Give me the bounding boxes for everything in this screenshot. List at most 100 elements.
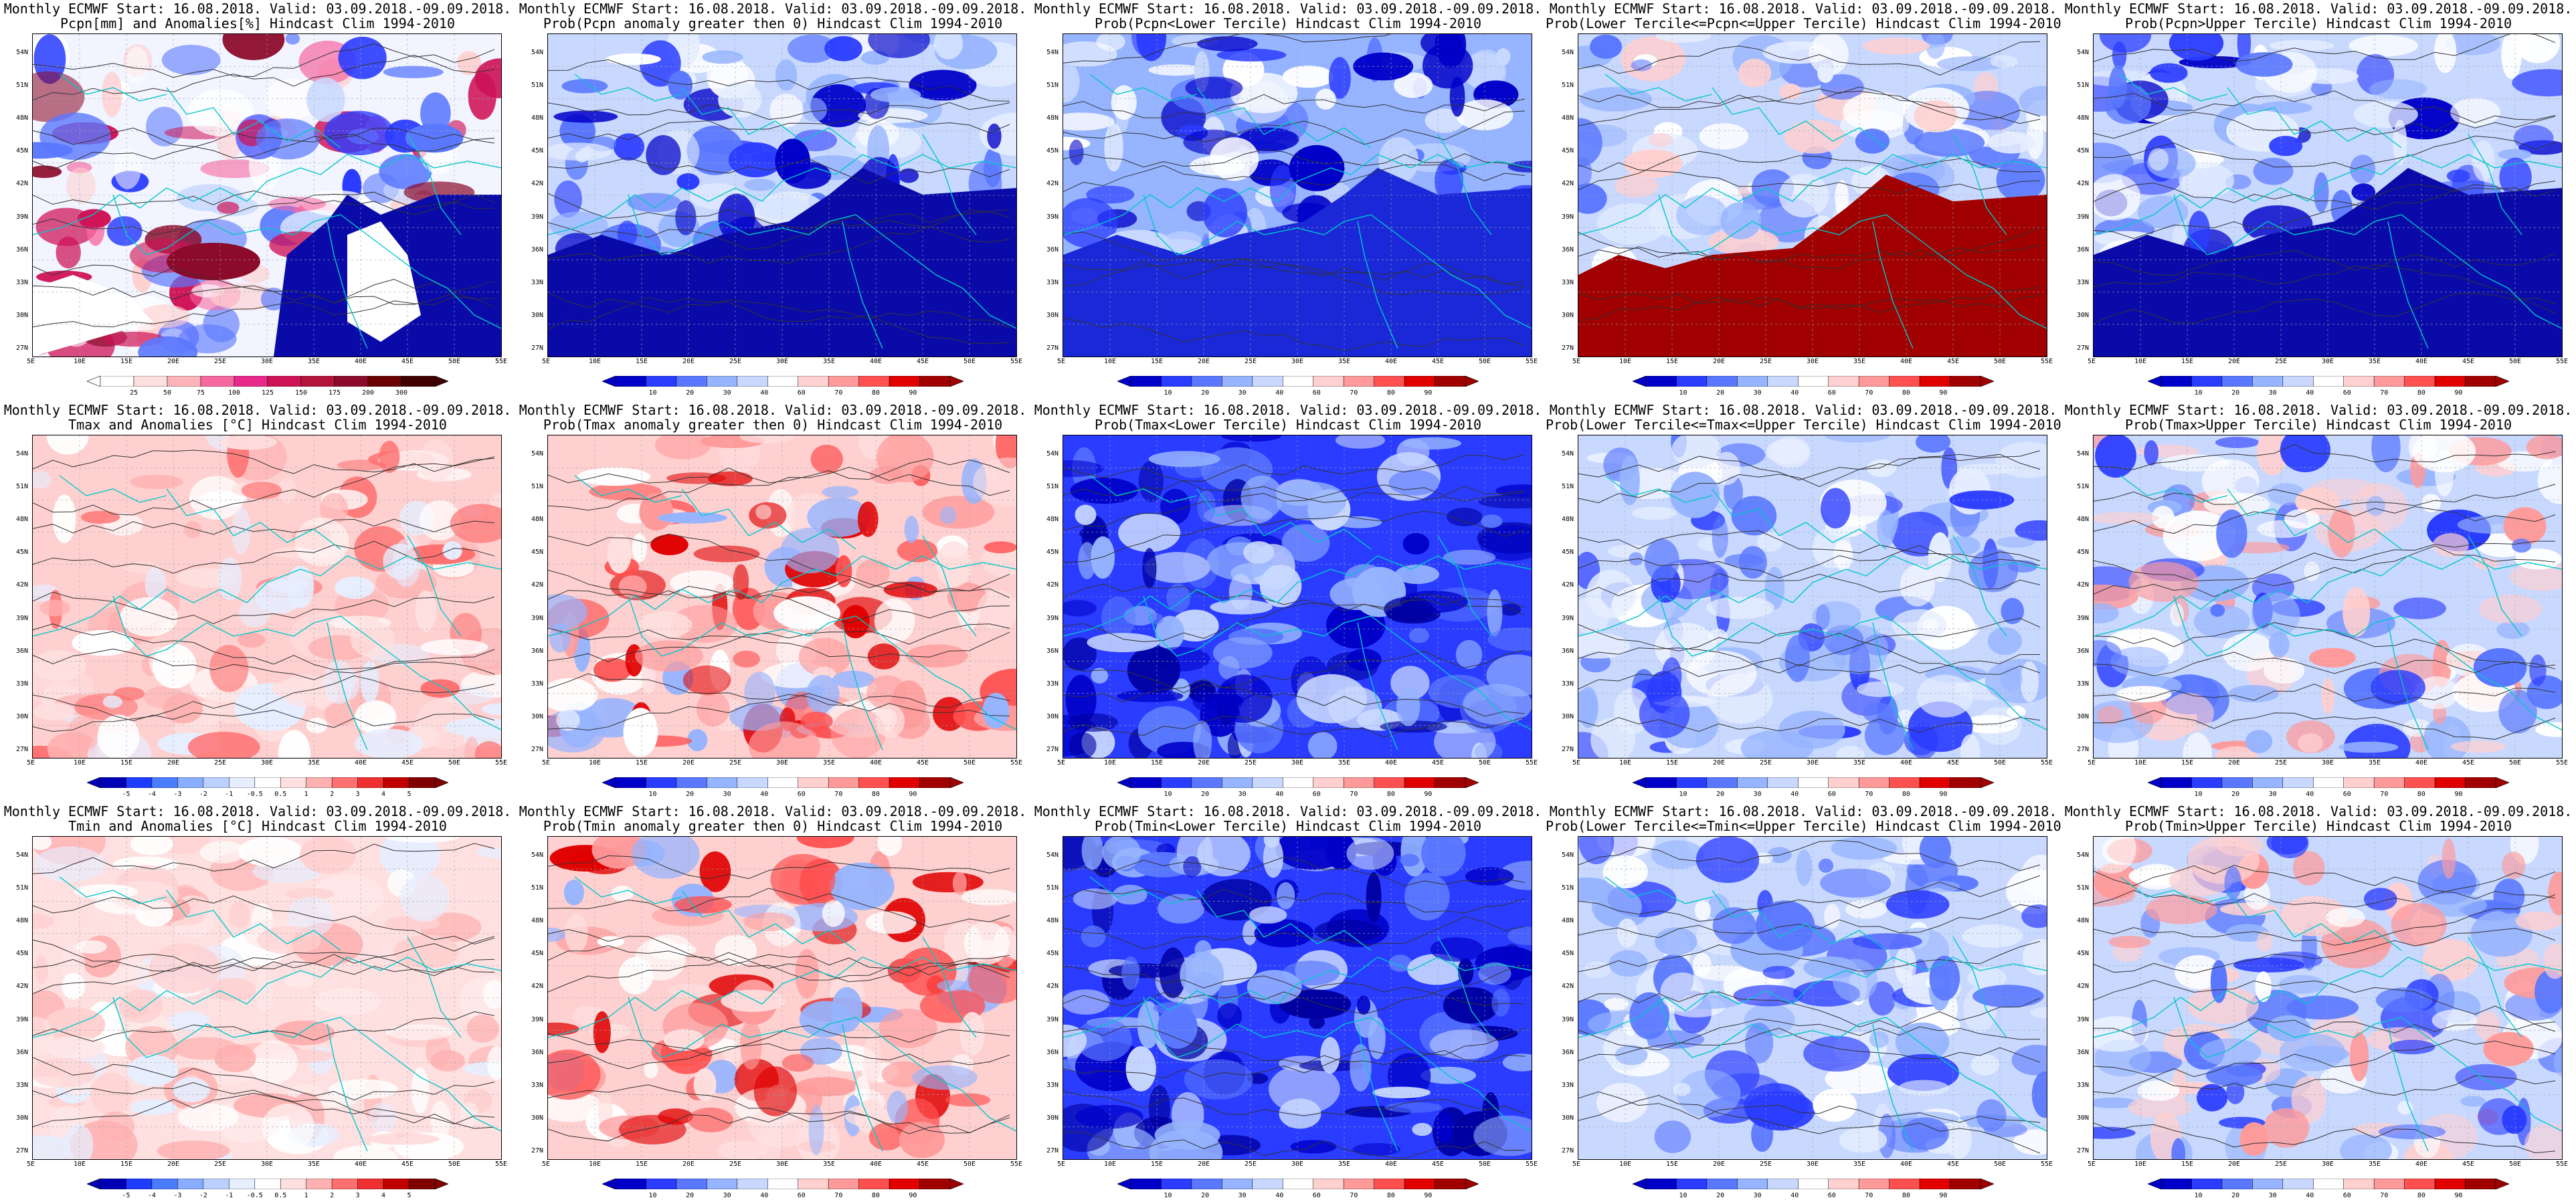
colorbar-tick-label: 4 [381,1192,386,1199]
colorbar-swatch [229,1179,256,1189]
coastline [2173,595,2562,730]
shaded-cell [294,517,349,567]
shaded-cell [2148,148,2169,171]
colorbar-tick-label: 90 [909,791,917,798]
shaded-cell [1075,504,1097,525]
lat-tick-label: 51N [531,884,544,892]
lon-tick-label: 25E [2275,1161,2288,1168]
colorbar [87,376,448,387]
contour-line [2094,253,2556,288]
contour-line [2094,183,2556,239]
shaded-cell [271,678,327,700]
shaded-cell [1578,837,1615,865]
shaded-cell [177,1103,239,1132]
shaded-cell [2144,440,2158,466]
contour-line [2094,1017,2556,1037]
contour-line [1578,875,2041,922]
shaded-cell [1731,496,1777,536]
colorbar-tick-label: 90 [1939,389,1948,397]
shaded-cell [77,209,111,229]
shaded-cell [2257,931,2273,952]
shaded-cell [553,110,618,123]
map-field [2094,34,2562,357]
lat-tick-label: 51N [1046,884,1059,892]
shaded-cell [807,497,871,537]
colorbar-tick-label: 80 [871,791,880,798]
contour-line [548,467,1010,511]
shaded-cell [655,435,711,460]
lon-tick-label: 40E [1900,358,1913,365]
colorbar-tick-label: 300 [395,389,408,397]
shaded-cell [623,708,658,757]
contour-line [33,518,495,535]
panel-title-line1: Monthly ECMWF Start: 16.08.2018. Valid: … [1034,803,1542,819]
contour-line [548,297,1010,344]
shaded-region [167,243,260,280]
map-field [548,837,1016,1159]
colorbar-tick-label: 40 [1275,389,1284,397]
shaded-cell [2364,888,2397,911]
shaded-cell [1914,128,1985,157]
shaded-cell [739,435,794,443]
shaded-cell [415,590,437,632]
coastline [1604,876,1713,904]
coastline [922,535,977,637]
shaded-cell [1507,926,1532,945]
lat-tick-label: 54N [1046,49,1059,56]
lat-tick-label: 30N [531,311,544,319]
shaded-cell [2015,520,2047,541]
colorbar [2148,376,2509,387]
shaded-cell [1197,490,1216,523]
lon-tick-label: 35E [823,759,836,767]
shaded-cell [1127,645,1180,695]
shaded-cell [2193,604,2250,639]
shaded-cell [1644,538,1679,582]
contour-line [1578,41,2041,76]
colorbar-tick-label: 10 [1164,389,1172,397]
shaded-cell [775,59,798,91]
colorbar [1117,376,1479,387]
coastline [922,134,977,235]
coastline [33,555,501,637]
lat-tick-label: 30N [1046,311,1059,319]
lon-tick-label: 20E [1198,1161,1210,1168]
colorbar-swatch [2221,376,2253,387]
lon-tick-label: 55E [1010,1161,1023,1168]
contour-line [548,627,1010,658]
colorbar-swatch [798,777,829,788]
colorbar-swatch [1950,1179,1981,1189]
colorbar-swatch [889,777,920,788]
colorbar-swatch [2404,1179,2435,1189]
colorbar-tick-label: 1 [304,1192,308,1199]
contour-line [2094,1039,2556,1078]
lat-tick-label: 30N [531,712,544,720]
colorbar-swatch [100,376,134,387]
shaded-cell [2094,512,2159,524]
colorbar-tick-label: 80 [1902,1192,1910,1199]
lon-tick-label: 50E [448,759,461,767]
colorbar-tick-label: 40 [760,791,769,798]
shaded-cell [2269,39,2334,52]
shaded-cell [157,1140,230,1159]
lon-tick-label: 30E [2322,1161,2334,1168]
shaded-cell [1824,903,1841,929]
shaded-cell [733,650,760,668]
lat-tick-label: 54N [531,49,544,56]
contour-line [1063,916,1526,950]
map-area [32,33,502,357]
coastline [2173,997,2562,1132]
panel-title-line2: Prob(Pcpn<Lower Tercile) Hindcast Clim 1… [1095,15,1481,31]
colorbar-tick-label: 90 [2454,791,2463,798]
coastline [327,221,368,349]
shaded-cell [1919,837,1952,868]
shaded-cell [1686,650,1757,697]
shaded-cell [614,133,644,161]
contour-line [2094,540,2556,582]
lat-tick-label: 54N [1562,49,1574,56]
lon-tick-label: 5E [542,358,551,365]
shaded-cell [1756,532,1784,552]
shaded-cell [668,983,711,997]
shaded-cell [2417,860,2476,905]
shaded-cell [329,1079,398,1100]
colorbar-tick-label: 40 [2306,1192,2314,1199]
